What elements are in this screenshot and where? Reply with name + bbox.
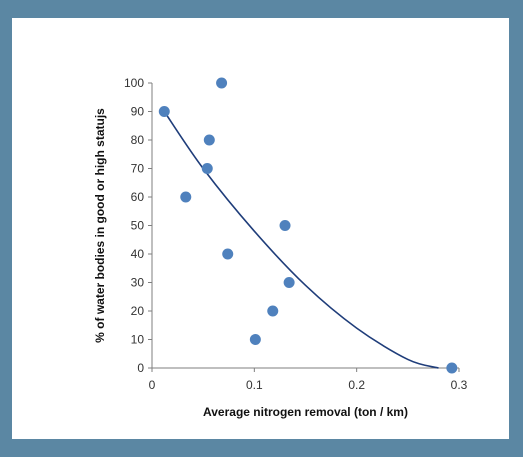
y-tick-label: 80 — [131, 133, 145, 147]
data-point — [201, 163, 213, 174]
y-tick-label: 100 — [124, 76, 144, 90]
x-axis-title: Average nitrogen removal (ton / km) — [203, 405, 408, 419]
y-axis-title: % of water bodies in good or high statuj… — [93, 108, 107, 343]
data-point — [222, 248, 234, 260]
y-tick-label: 0 — [137, 361, 144, 375]
y-tick-label: 50 — [131, 219, 145, 233]
data-point — [283, 277, 295, 288]
y-tick-label: 60 — [131, 190, 145, 204]
data-point — [216, 77, 228, 89]
data-point — [267, 305, 279, 317]
y-tick-label: 40 — [131, 247, 145, 261]
x-tick-label: 0 — [149, 378, 156, 392]
scatter-chart: 0 10 20 30 40 50 60 70 80 90 100 0 0.1 0.2 0.3 Averag… — [93, 76, 468, 419]
x-tick-label: 0.3 — [451, 378, 468, 392]
y-tick-label: 20 — [131, 304, 145, 318]
data-point — [158, 106, 170, 117]
data-point — [249, 334, 261, 345]
data-point — [279, 220, 291, 231]
trendline — [163, 111, 439, 369]
y-tick-label: 90 — [131, 105, 145, 119]
data-points — [158, 77, 458, 374]
data-point — [203, 134, 215, 146]
y-tick-label: 30 — [131, 276, 145, 290]
y-tick-label: 70 — [131, 162, 145, 176]
y-axis-ticks: 0 10 20 30 40 50 60 70 80 90 100 — [124, 76, 152, 375]
y-tick-label: 10 — [131, 333, 145, 347]
data-point — [180, 191, 192, 203]
data-point — [446, 362, 458, 374]
x-tick-label: 0.1 — [246, 378, 263, 392]
chart-panel: 0 10 20 30 40 50 60 70 80 90 100 0 0.1 0.2 0.3 Averag… — [12, 18, 509, 439]
x-tick-label: 0.2 — [348, 378, 365, 392]
x-axis-ticks: 0 0.1 0.2 0.3 — [149, 368, 468, 392]
